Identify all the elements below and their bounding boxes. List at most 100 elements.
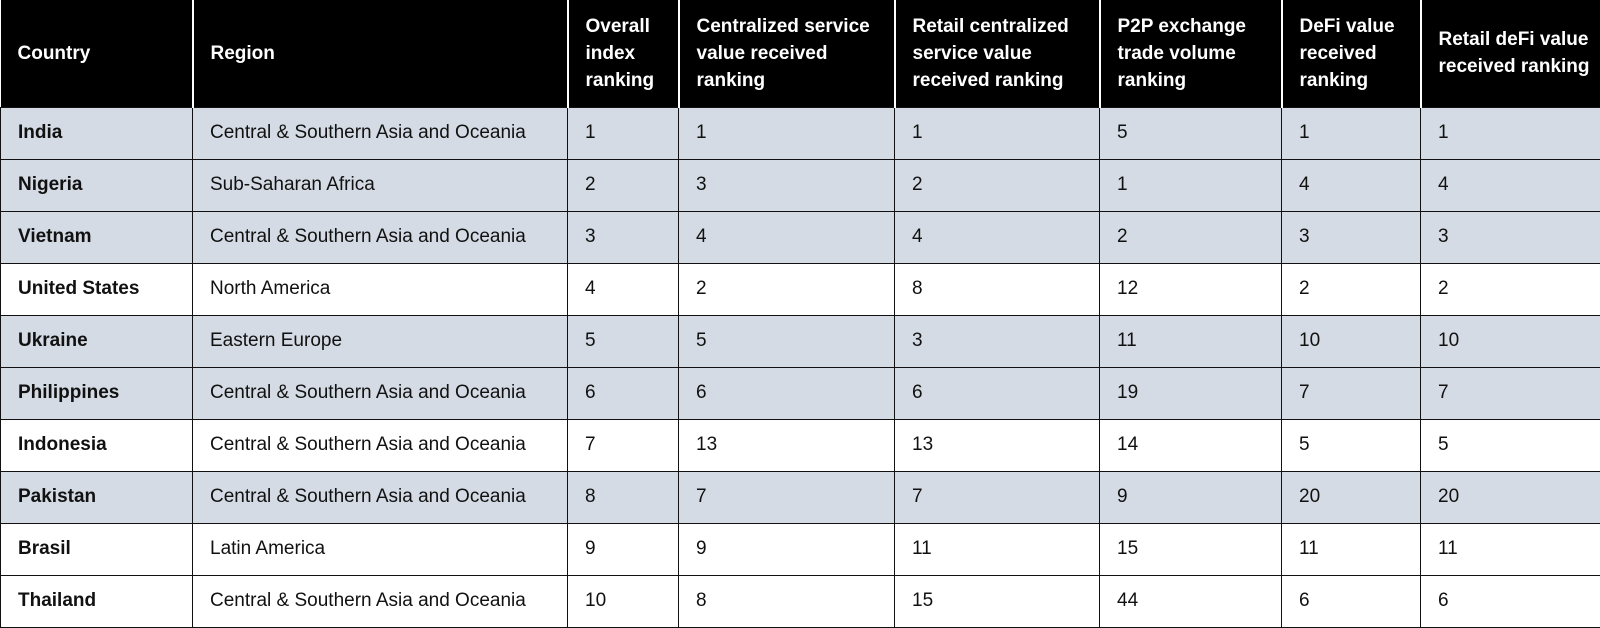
rank-cell: 1: [1281, 106, 1421, 160]
rank-cell: 4: [894, 210, 1100, 264]
rank-cell: 6: [1281, 574, 1421, 628]
rank-cell: 6: [567, 366, 679, 420]
rank-cell: 1: [678, 106, 895, 160]
country-cell: United States: [0, 262, 193, 316]
rank-cell: 2: [1420, 262, 1600, 316]
rank-cell: 4: [1420, 158, 1600, 212]
rank-cell: 6: [1420, 574, 1600, 628]
rank-cell: 7: [894, 470, 1100, 524]
rank-cell: 10: [1281, 314, 1421, 368]
rank-cell: 13: [678, 418, 895, 472]
country-cell: Philippines: [0, 366, 193, 420]
rank-cell: 10: [567, 574, 679, 628]
rank-cell: 2: [1099, 210, 1282, 264]
table-body: India Central & Southern Asia and Oceania…: [0, 106, 1600, 628]
rank-cell: 7: [1281, 366, 1421, 420]
column-header: DeFi value received ranking: [1280, 0, 1421, 107]
rank-cell: 8: [678, 574, 895, 628]
table-header: Country Region Overall index ranking Centra…: [0, 0, 1600, 107]
header-row: Country Region Overall index ranking Centra…: [0, 0, 1600, 107]
table-row: Brasil Latin America 9 9 11 15 11 11: [0, 522, 1600, 576]
region-cell: Central & Southern Asia and Oceania: [192, 106, 568, 160]
rank-cell: 6: [894, 366, 1100, 420]
rank-cell: 1: [1420, 106, 1600, 160]
column-header: Overall index ranking: [566, 0, 679, 107]
table-row: United States North America 4 2 8 12 2 2: [0, 262, 1600, 316]
table-row: Philippines Central & Southern Asia and O…: [0, 366, 1600, 420]
country-cell: Pakistan: [0, 470, 193, 524]
rank-cell: 3: [1420, 210, 1600, 264]
rank-cell: 1: [567, 106, 679, 160]
rank-cell: 8: [894, 262, 1100, 316]
table-row: Indonesia Central & Southern Asia and Oce…: [0, 418, 1600, 472]
table-row: Ukraine Eastern Europe 5 5 3 11 10 10: [0, 314, 1600, 368]
country-cell: Vietnam: [0, 210, 193, 264]
column-header: Retail deFi value received ranking: [1419, 0, 1600, 107]
column-header: P2P exchange trade volume ranking: [1098, 0, 1282, 107]
column-header: Country: [0, 0, 193, 107]
region-cell: Central & Southern Asia and Oceania: [192, 418, 568, 472]
region-cell: Sub-Saharan Africa: [192, 158, 568, 212]
rank-cell: 8: [567, 470, 679, 524]
rank-cell: 9: [567, 522, 679, 576]
region-cell: Central & Southern Asia and Oceania: [192, 366, 568, 420]
rank-cell: 4: [678, 210, 895, 264]
rank-cell: 10: [1420, 314, 1600, 368]
rank-cell: 15: [1099, 522, 1282, 576]
rank-cell: 7: [567, 418, 679, 472]
rank-cell: 9: [1099, 470, 1282, 524]
rank-cell: 3: [567, 210, 679, 264]
rank-cell: 3: [894, 314, 1100, 368]
region-cell: Central & Southern Asia and Oceania: [192, 470, 568, 524]
table-row: Thailand Central & Southern Asia and Ocea…: [0, 574, 1600, 628]
rank-cell: 20: [1281, 470, 1421, 524]
column-header: Retail centralized service value receive…: [893, 0, 1100, 107]
rank-cell: 15: [894, 574, 1100, 628]
rank-cell: 5: [678, 314, 895, 368]
rank-cell: 7: [1420, 366, 1600, 420]
rank-cell: 14: [1099, 418, 1282, 472]
rank-cell: 4: [567, 262, 679, 316]
country-cell: Indonesia: [0, 418, 193, 472]
region-cell: Latin America: [192, 522, 568, 576]
rank-cell: 1: [1099, 158, 1282, 212]
region-cell: Eastern Europe: [192, 314, 568, 368]
rank-cell: 4: [1281, 158, 1421, 212]
table-row: Pakistan Central & Southern Asia and Ocea…: [0, 470, 1600, 524]
table-row: India Central & Southern Asia and Oceania…: [0, 106, 1600, 160]
rank-cell: 2: [1281, 262, 1421, 316]
rank-cell: 3: [1281, 210, 1421, 264]
rank-cell: 2: [894, 158, 1100, 212]
region-cell: Central & Southern Asia and Oceania: [192, 210, 568, 264]
country-cell: India: [0, 106, 193, 160]
table-row: Vietnam Central & Southern Asia and Ocean…: [0, 210, 1600, 264]
rank-cell: 20: [1420, 470, 1600, 524]
country-cell: Brasil: [0, 522, 193, 576]
country-cell: Thailand: [0, 574, 193, 628]
rank-cell: 11: [1420, 522, 1600, 576]
table-row: Nigeria Sub-Saharan Africa 2 3 2 1 4 4: [0, 158, 1600, 212]
region-cell: North America: [192, 262, 568, 316]
column-header: Centralized service value received ranki…: [677, 0, 895, 107]
column-header: Region: [191, 0, 568, 107]
rank-cell: 44: [1099, 574, 1282, 628]
rank-cell: 2: [567, 158, 679, 212]
rank-cell: 5: [1099, 106, 1282, 160]
rank-cell: 5: [567, 314, 679, 368]
rank-cell: 2: [678, 262, 895, 316]
rank-cell: 12: [1099, 262, 1282, 316]
country-cell: Ukraine: [0, 314, 193, 368]
rank-cell: 11: [1281, 522, 1421, 576]
region-cell: Central & Southern Asia and Oceania: [192, 574, 568, 628]
rank-cell: 5: [1281, 418, 1421, 472]
rank-cell: 7: [678, 470, 895, 524]
rank-cell: 19: [1099, 366, 1282, 420]
rank-cell: 11: [894, 522, 1100, 576]
rank-cell: 13: [894, 418, 1100, 472]
rank-cell: 11: [1099, 314, 1282, 368]
rank-cell: 1: [894, 106, 1100, 160]
country-cell: Nigeria: [0, 158, 193, 212]
rank-cell: 3: [678, 158, 895, 212]
